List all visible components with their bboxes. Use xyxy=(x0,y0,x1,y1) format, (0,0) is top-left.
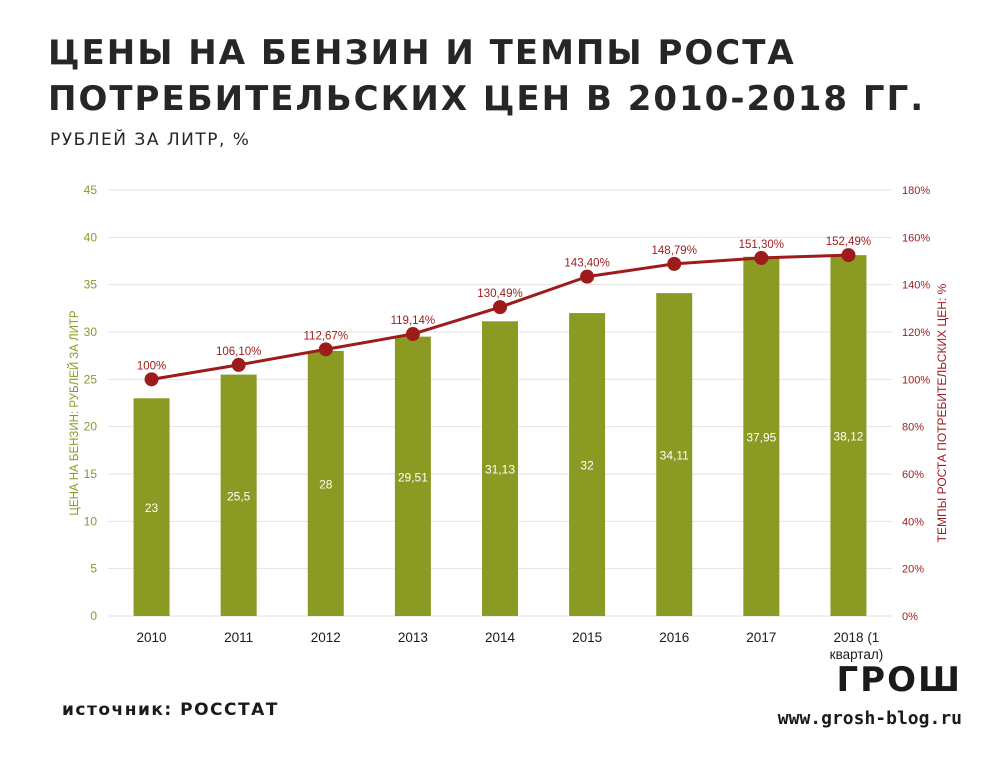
y-left-tick-label: 20 xyxy=(84,420,98,434)
y-right-axis-title: ТЕМПЫ РОСТА ПОТРЕБИТЕЛЬСКИХ ЦЕН: % xyxy=(935,283,949,542)
x-tick-label: 2012 xyxy=(311,630,341,645)
cpi-value-label: 112,67% xyxy=(304,330,349,342)
chart-subtitle: РУБЛЕЙ ЗА ЛИТР, % xyxy=(50,130,251,150)
bar-2015 xyxy=(569,313,606,616)
bar-2011 xyxy=(220,374,257,616)
bar-value-label: 31,13 xyxy=(485,463,515,477)
y-left-tick-label: 10 xyxy=(84,514,98,528)
x-tick-label: 2011 xyxy=(224,630,253,645)
site-url: www.grosh-blog.ru xyxy=(777,708,962,729)
bar-2016 xyxy=(656,293,693,616)
cpi-point xyxy=(754,250,769,265)
cpi-point xyxy=(841,248,856,263)
y-right-tick-label: 140% xyxy=(902,280,930,292)
y-left-tick-label: 30 xyxy=(84,325,98,339)
source-note: источник: РОССТАТ xyxy=(62,700,279,720)
bar-value-label: 29,51 xyxy=(398,470,428,484)
cpi-point xyxy=(580,269,595,284)
cpi-value-label: 143,40% xyxy=(564,258,609,270)
x-tick-label: 2017 xyxy=(746,630,776,645)
bar-value-label: 32 xyxy=(580,459,594,473)
y-left-tick-label: 45 xyxy=(84,183,98,197)
bar-value-label: 28 xyxy=(319,477,333,491)
x-tick-label: 2010 xyxy=(137,630,167,645)
y-right-tick-label: 160% xyxy=(902,232,930,244)
bar-2013 xyxy=(394,336,431,616)
cpi-value-label: 130,49% xyxy=(477,288,522,300)
cpi-point xyxy=(405,327,420,342)
x-tick-label: 2016 xyxy=(659,630,689,645)
y-left-tick-label: 25 xyxy=(84,372,98,386)
y-right-tick-label: 180% xyxy=(902,185,930,197)
x-tick-label: квартал) xyxy=(830,647,884,662)
y-right-tick-label: 100% xyxy=(902,374,930,386)
cpi-value-label: 148,79% xyxy=(652,245,697,257)
bar-2010 xyxy=(133,398,170,616)
y-left-tick-label: 0 xyxy=(90,609,97,623)
x-tick-label: 2013 xyxy=(398,630,428,645)
cpi-point xyxy=(493,300,507,315)
brand-logo: ГРОШ xyxy=(836,660,962,700)
cpi-value-label: 100% xyxy=(137,360,166,372)
chart-title: ЦЕНЫ НА БЕНЗИН И ТЕМПЫ РОСТА ПОТРЕБИТЕЛЬ… xyxy=(48,33,926,119)
y-right-tick-label: 0% xyxy=(902,611,918,623)
y-left-tick-label: 35 xyxy=(84,278,98,292)
x-tick-label: 2015 xyxy=(572,630,602,645)
cpi-point xyxy=(231,357,246,372)
x-tick-label: 2014 xyxy=(485,630,516,645)
y-right-tick-label: 20% xyxy=(902,564,924,576)
bar-value-label: 34,11 xyxy=(660,449,689,463)
y-right-tick-label: 80% xyxy=(902,422,924,434)
y-left-tick-label: 5 xyxy=(90,562,97,576)
y-left-tick-label: 15 xyxy=(84,467,98,481)
cpi-value-label: 119,14% xyxy=(391,315,436,327)
bar-value-label: 38,12 xyxy=(833,430,863,444)
bar-2017 xyxy=(743,256,780,616)
y-right-tick-label: 40% xyxy=(902,516,924,528)
cpi-point xyxy=(144,372,159,387)
cpi-point xyxy=(318,342,333,357)
bar-2012 xyxy=(307,350,344,616)
x-tick-label: 2018 (1 xyxy=(834,630,880,645)
bar-2014 xyxy=(482,321,518,616)
bar-value-label: 37,95 xyxy=(746,430,776,444)
y-right-tick-label: 120% xyxy=(902,327,930,339)
cpi-value-label: 106,10% xyxy=(216,346,261,358)
y-left-tick-label: 40 xyxy=(84,230,98,244)
bar-value-label: 23 xyxy=(145,501,159,515)
y-right-tick-label: 60% xyxy=(902,469,924,481)
y-left-axis-title: ЦЕНА НА БЕНЗИН: РУБЛЕЙ ЗА ЛИТР xyxy=(68,310,81,516)
bar-value-label: 25,5 xyxy=(227,489,251,503)
bar-2018 xyxy=(830,255,867,616)
cpi-value-label: 151,30% xyxy=(739,239,784,251)
cpi-value-label: 152,49% xyxy=(826,236,871,248)
cpi-point xyxy=(667,256,682,271)
